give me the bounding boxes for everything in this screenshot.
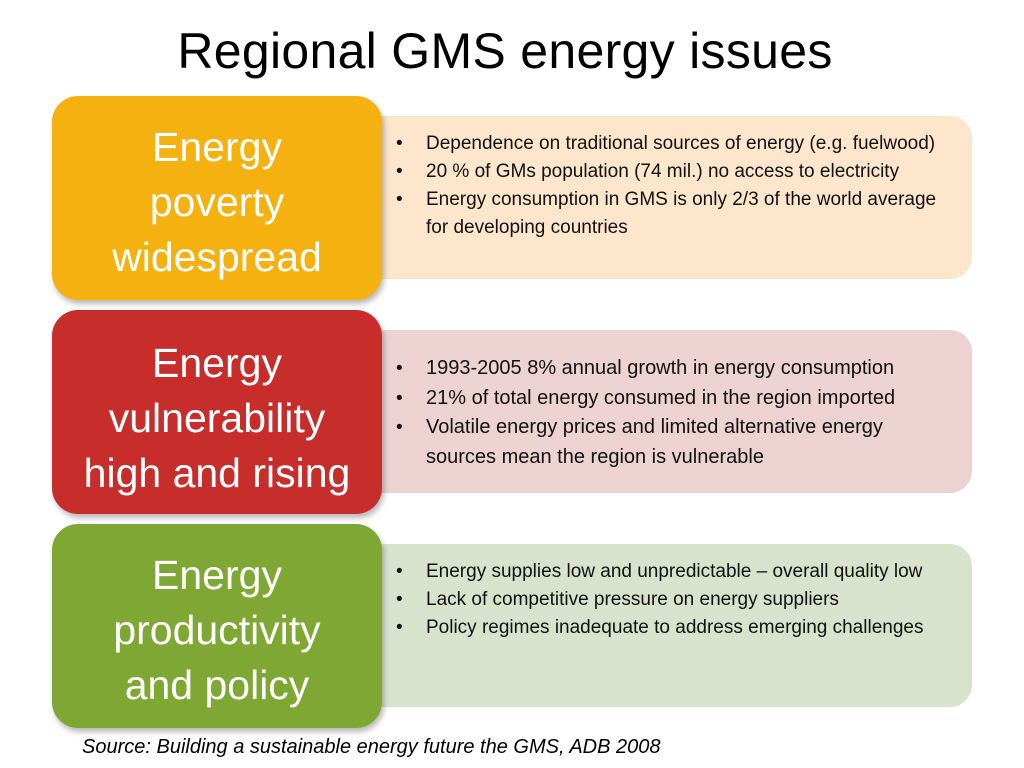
list-item: • Energy consumption in GMS is only 2/3 o… [396, 186, 952, 242]
energy-vulnerability-box: Energy vulnerability high and rising [52, 310, 382, 514]
productivity-bullet-list: • Energy supplies low and unpredictable –… [396, 558, 952, 642]
vulnerability-bullet-list: • 1993-2005 8% annual growth in energy co… [396, 354, 952, 472]
list-item: • Volatile energy prices and limited alte… [396, 413, 952, 472]
source-citation: Source: Building a sustainable energy fu… [82, 736, 661, 758]
energy-productivity-box: Energy productivity and policy [52, 524, 382, 728]
bullet-icon: • [396, 133, 403, 154]
bullet-icon: • [396, 189, 403, 210]
bullet-icon: • [396, 561, 403, 582]
poverty-details-panel: • Dependence on traditional sources of en… [360, 116, 972, 279]
bullet-icon: • [396, 358, 403, 379]
energy-poverty-box: Energy poverty widespread [52, 96, 382, 300]
list-item: • Energy supplies low and unpredictable –… [396, 558, 952, 586]
list-item: • 1993-2005 8% annual growth in energy co… [396, 354, 952, 384]
list-item: • 21% of total energy consumed in the reg… [396, 384, 952, 414]
list-item: • Policy regimes inadequate to address em… [396, 614, 952, 642]
bullet-icon: • [396, 387, 403, 409]
bullet-icon: • [396, 617, 403, 638]
vulnerability-details-panel: • 1993-2005 8% annual growth in energy co… [360, 330, 972, 493]
list-item: • Lack of competitive pressure on energy … [396, 586, 952, 614]
bullet-icon: • [396, 161, 403, 182]
list-item: • 20 % of GMs population (74 mil.) no acc… [396, 158, 952, 186]
page-title: Regional GMS energy issues [177, 23, 833, 79]
list-item: • Dependence on traditional sources of en… [396, 130, 952, 158]
bullet-icon: • [396, 417, 403, 438]
poverty-bullet-list: • Dependence on traditional sources of en… [396, 130, 952, 242]
bullet-icon: • [396, 589, 403, 610]
productivity-details-panel: • Energy supplies low and unpredictable –… [360, 544, 972, 707]
